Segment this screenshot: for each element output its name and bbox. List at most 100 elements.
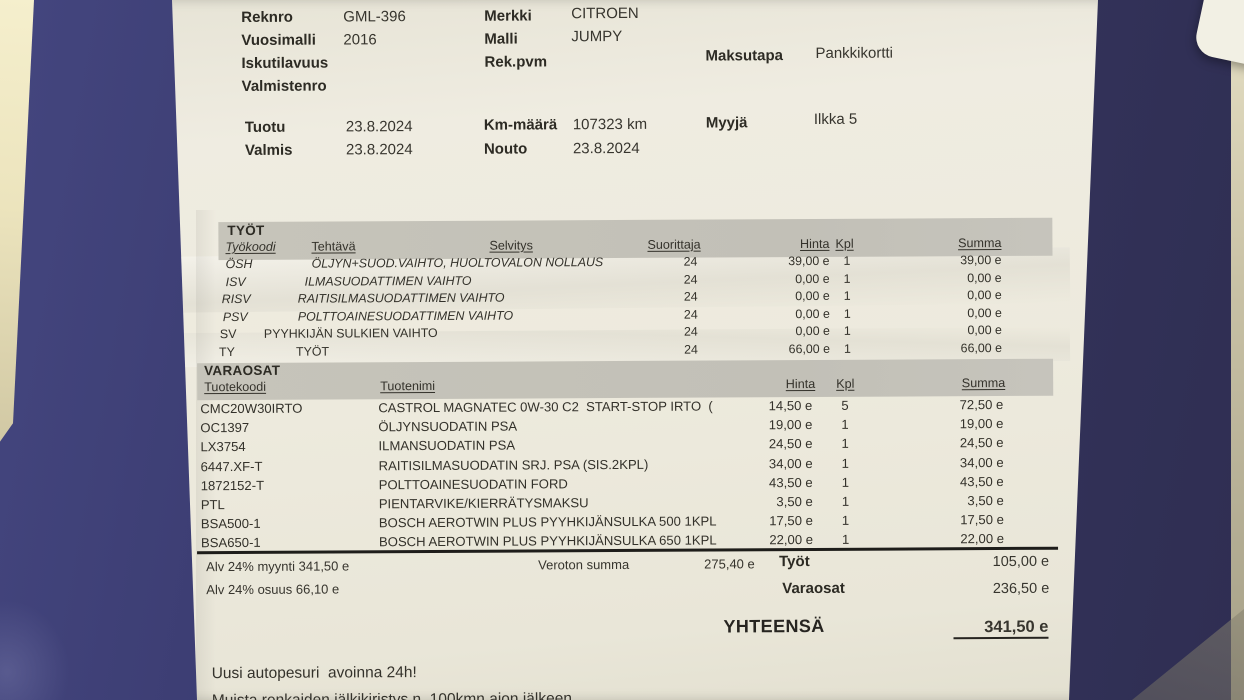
maksutapa-value: Pankkikortti — [815, 44, 894, 62]
malli-value: JUMPY — [571, 27, 623, 46]
tyot-col-qty: Kpl — [835, 236, 854, 251]
part-qty: 1 — [841, 531, 850, 547]
myyja-label: Myyjä — [705, 114, 748, 132]
part-name: RAITISILMASUODATIN SRJ. PSA (SIS.2KPL) — [378, 456, 649, 474]
rekpvm-label: Rek.pvm — [484, 53, 548, 71]
merkki-label: Merkki — [484, 7, 532, 25]
part-code: 1872152-T — [200, 477, 265, 494]
part-code: OC1397 — [200, 419, 250, 436]
km-label: Km-määrä — [483, 116, 558, 134]
varaosat-col-qty: Kpl — [836, 376, 855, 391]
net-sum-value: 275,40 e — [704, 556, 755, 572]
part-sum: 19,00 e — [959, 415, 1004, 432]
work-qty: 1 — [843, 288, 851, 303]
work-task: ILMASUODATTIMEN VAIHTO — [304, 273, 472, 289]
tyot-section-title: TYÖT — [227, 222, 265, 239]
work-task: ÖLJYN+SUOD.VAIHTO, HUOLTOVALON NOLLAUS — [311, 255, 604, 271]
work-qty: 1 — [843, 271, 851, 286]
reknro-value: GML-396 — [343, 8, 406, 26]
part-price: 3,50 e — [776, 493, 813, 510]
work-qty: 1 — [843, 341, 851, 356]
part-price: 24,50 e — [768, 435, 813, 452]
tuotu-value: 23.8.2024 — [345, 118, 413, 136]
part-price: 19,00 e — [768, 416, 813, 433]
tyot-col-code: Työkoodi — [225, 239, 276, 255]
work-price: 0,00 e — [795, 323, 830, 339]
work-performer: 24 — [683, 289, 698, 304]
varaosat-section-title: VARAOSAT — [204, 362, 281, 379]
varaosat-header-band — [197, 358, 1054, 401]
work-price: 39,00 e — [788, 253, 830, 269]
work-price: 0,00 e — [795, 271, 830, 287]
part-price: 14,50 e — [768, 397, 813, 414]
tyot-col-task: Tehtävä — [311, 239, 356, 254]
valmistenro-label: Valmistenro — [241, 77, 327, 95]
carwash-note: Uusi autopesuri avoinna 24h! — [211, 664, 417, 683]
work-price: 66,00 e — [788, 341, 831, 357]
varaosat-col-name: Tuotenimi — [380, 378, 436, 394]
work-code: SV — [219, 327, 237, 342]
tyot-col-sum: Summa — [958, 236, 1002, 251]
part-name: BOSCH AEROTWIN PLUS PYYHKIJÄNSULKA 650 1… — [378, 532, 717, 550]
desk-corner-bottom-right — [1132, 609, 1244, 700]
part-sum: 24,50 e — [959, 434, 1004, 451]
part-name: CASTROL MAGNATEC 0W-30 C2 START-STOP IRT… — [378, 398, 713, 416]
merkki-value: CITROEN — [571, 4, 639, 23]
work-code: ÖSH — [225, 256, 253, 272]
work-performer: 24 — [683, 272, 698, 287]
part-code: BSA650-1 — [200, 534, 261, 551]
work-sum: 0,00 e — [967, 306, 1002, 321]
part-qty: 1 — [841, 493, 850, 509]
work-performer: 24 — [684, 342, 698, 357]
part-sum: 3,50 e — [967, 492, 1004, 509]
valmis-label: Valmis — [244, 141, 293, 159]
work-sum: 0,00 e — [967, 288, 1002, 303]
tyot-col-desc: Selvitys — [489, 238, 533, 253]
nouto-value: 23.8.2024 — [572, 139, 640, 158]
work-sum: 0,00 e — [967, 323, 1002, 338]
maksutapa-label: Maksutapa — [705, 47, 784, 65]
part-name: BOSCH AEROTWIN PLUS PYYHKIJÄNSULKA 500 1… — [378, 513, 717, 531]
work-sum: 39,00 e — [960, 253, 1002, 268]
part-price: 34,00 e — [768, 455, 813, 472]
part-code: CMC20W30IRTO — [200, 400, 303, 417]
part-code: 6447.XF-T — [200, 458, 263, 475]
labor-total-label: Työt — [779, 553, 810, 571]
paper-crease — [196, 210, 216, 700]
work-qty: 1 — [843, 306, 851, 321]
part-name: ÖLJYNSUODATIN PSA — [378, 418, 518, 435]
part-qty: 1 — [841, 474, 850, 490]
part-price: 22,00 e — [769, 531, 814, 548]
work-task: POLTTOAINESUODATTIMEN VAIHTO — [297, 308, 514, 324]
vuosimalli-label: Vuosimalli — [241, 31, 316, 49]
varaosat-col-sum: Summa — [961, 375, 1006, 391]
part-sum: 34,00 e — [959, 454, 1004, 471]
desk-edge-right — [1231, 0, 1244, 700]
work-code: TY — [218, 345, 235, 360]
valmis-value: 23.8.2024 — [345, 141, 413, 159]
folder-edge-left — [0, 0, 34, 442]
work-code: ISV — [225, 274, 246, 290]
part-qty: 1 — [841, 455, 849, 471]
nouto-label: Nouto — [483, 140, 528, 158]
part-name: POLTTOAINESUODATIN FORD — [378, 476, 568, 493]
vuosimalli-value: 2016 — [343, 31, 377, 49]
part-price: 43,50 e — [768, 474, 813, 491]
vat-sales-line: Alv 24% myynti 341,50 e — [206, 558, 350, 575]
varaosat-col-price: Hinta — [785, 376, 816, 392]
folder-highlight-bottom-left — [0, 600, 70, 700]
part-code: PTL — [200, 497, 225, 513]
myyja-value: Ilkka 5 — [813, 110, 858, 128]
part-price: 17,50 e — [769, 512, 813, 529]
net-sum-label: Veroton summa — [538, 556, 630, 573]
work-performer: 24 — [683, 307, 698, 322]
part-name: PIENTARVIKE/KIERRÄTYSMAKSU — [378, 495, 589, 512]
tyot-col-price: Hinta — [800, 236, 830, 252]
part-sum: 17,50 e — [960, 511, 1004, 528]
work-task: TYÖT — [295, 344, 330, 359]
work-sum: 66,00 e — [960, 340, 1003, 356]
grand-total-value: 341,50 e — [953, 617, 1049, 640]
work-performer: 24 — [683, 324, 698, 339]
